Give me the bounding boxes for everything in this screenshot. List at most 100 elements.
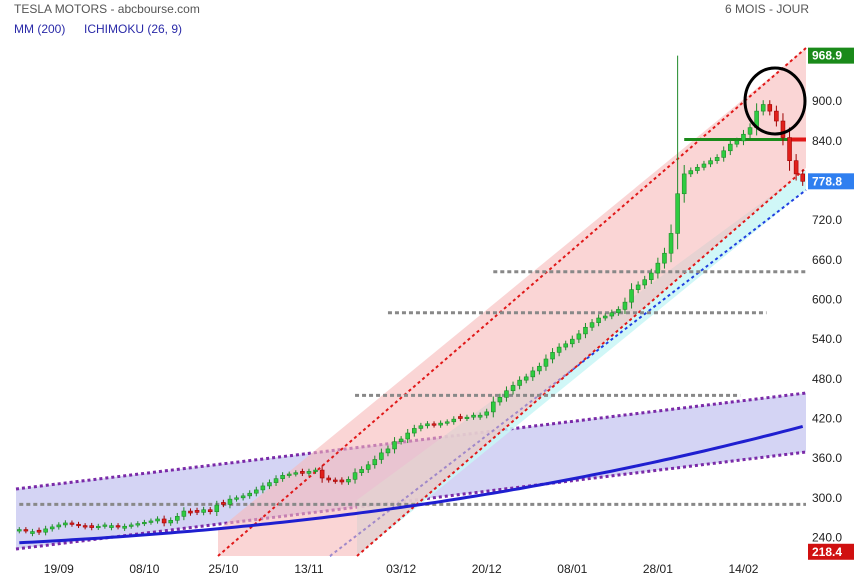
candle: [800, 169, 805, 186]
candle-body: [543, 358, 549, 367]
bull-channel-bottom-line: [356, 167, 807, 557]
x-tick-label: 08/01: [557, 562, 587, 576]
candle: [96, 523, 101, 531]
candle-body: [616, 309, 621, 314]
candle-body: [142, 521, 147, 525]
candle-body: [379, 452, 384, 460]
candle: [181, 507, 187, 521]
candle-body: [43, 528, 48, 533]
candle-body: [339, 479, 345, 483]
candle: [273, 475, 279, 486]
candle: [708, 157, 713, 168]
candle: [714, 154, 720, 164]
candle: [175, 512, 180, 524]
candle-body: [668, 233, 674, 254]
candle-body: [326, 477, 331, 481]
candle-body: [741, 133, 746, 142]
candle: [570, 335, 575, 348]
candle: [556, 343, 562, 357]
candle: [477, 412, 483, 420]
candle: [405, 428, 410, 444]
candle: [135, 521, 141, 528]
candle: [609, 309, 615, 320]
candle-body: [800, 173, 805, 182]
candle-body: [300, 471, 305, 474]
candle-body: [734, 140, 740, 145]
price-flag-text: 218.4: [812, 545, 842, 559]
candle-body: [576, 333, 582, 340]
candle: [649, 268, 654, 284]
candle-body: [207, 509, 213, 513]
candle: [451, 416, 457, 425]
candle: [109, 522, 114, 531]
candle: [504, 386, 509, 402]
candle-body: [537, 365, 542, 372]
candle: [484, 408, 489, 419]
candle-body: [451, 418, 457, 423]
candle-body: [214, 504, 220, 513]
candle: [438, 420, 443, 428]
candle: [339, 477, 345, 485]
candle-body: [477, 414, 483, 418]
chart-title: TESLA MOTORS - abcbourse.com: [14, 2, 200, 16]
candle-body: [464, 416, 470, 419]
candle: [741, 129, 746, 146]
candle-body: [30, 531, 35, 534]
x-tick-label: 14/02: [728, 562, 758, 576]
candle-body: [405, 432, 410, 440]
candle: [701, 160, 707, 171]
candle: [89, 522, 94, 531]
candle-body: [412, 428, 417, 434]
candle-body: [306, 471, 312, 474]
candle-body: [346, 479, 351, 483]
candle: [49, 524, 55, 532]
candle-body: [688, 170, 694, 175]
candle: [319, 465, 325, 483]
candle-body: [504, 390, 509, 398]
candle-body: [247, 492, 252, 497]
candle: [161, 515, 167, 527]
candle: [458, 413, 463, 422]
candle-body: [458, 416, 463, 419]
candle: [286, 471, 292, 478]
candle-body: [148, 520, 154, 523]
candle: [523, 373, 529, 384]
candle-body: [418, 425, 424, 429]
candle-body: [122, 525, 127, 529]
candle: [747, 123, 753, 139]
candle: [234, 495, 239, 502]
candle-body: [662, 252, 667, 264]
candle: [17, 527, 22, 534]
candle-body: [293, 472, 299, 475]
candle: [306, 468, 312, 477]
candle: [326, 475, 331, 483]
candle: [372, 455, 378, 469]
candle-body: [517, 379, 522, 386]
candle: [352, 468, 358, 484]
candle-body: [714, 157, 720, 161]
x-tick-label: 19/09: [44, 562, 74, 576]
y-tick-label: 540.0: [812, 332, 842, 346]
candle-body: [273, 478, 279, 483]
candle-body: [787, 137, 792, 161]
candle-body: [240, 495, 246, 499]
candle-body: [115, 525, 121, 528]
candle: [616, 306, 621, 316]
y-tick-label: 660.0: [812, 253, 842, 267]
candle: [142, 519, 147, 527]
candle: [517, 376, 522, 390]
candle-body: [444, 421, 450, 424]
annotation-layer: [743, 66, 807, 136]
candle-body: [774, 110, 779, 122]
candle: [563, 340, 568, 351]
candle-body: [780, 120, 786, 138]
candle-body: [254, 489, 259, 494]
candle-body: [563, 343, 568, 348]
candle: [82, 523, 88, 530]
candle: [30, 528, 35, 537]
candle-body: [523, 376, 529, 381]
candle: [300, 468, 305, 477]
candle: [359, 466, 364, 476]
candle-body: [161, 518, 167, 524]
